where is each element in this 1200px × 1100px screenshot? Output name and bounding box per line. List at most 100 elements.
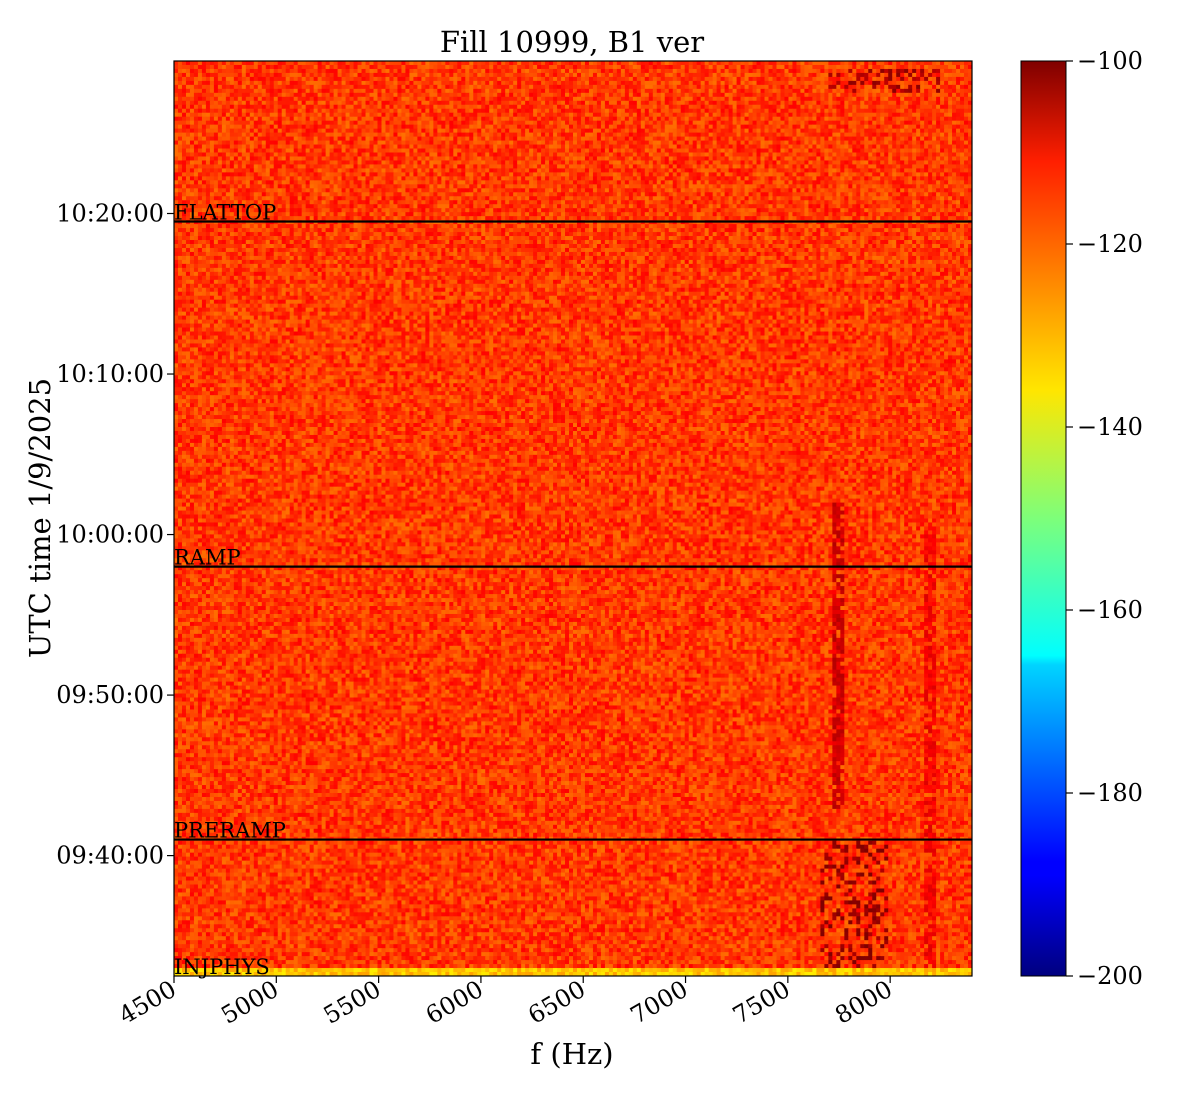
heatmap-cell — [904, 105, 908, 109]
heatmap-cell — [545, 65, 549, 69]
heatmap-cell — [218, 113, 222, 117]
heatmap-cell — [553, 89, 557, 93]
heatmap-cell — [625, 89, 629, 93]
heatmap-cell — [721, 97, 725, 101]
heatmap-cell — [725, 93, 729, 97]
heatmap-cell — [852, 105, 856, 109]
heatmap-cell — [669, 93, 673, 97]
heatmap-cell — [270, 77, 274, 81]
heatmap-cell — [178, 113, 182, 117]
heatmap-cell — [342, 73, 346, 77]
heatmap-cell — [621, 109, 625, 113]
heatmap-cell — [936, 61, 940, 65]
heatmap-cell — [437, 61, 441, 65]
heatmap-cell — [318, 109, 322, 113]
heatmap-cell — [397, 109, 401, 113]
heatmap-cell — [338, 105, 342, 109]
heatmap-cell — [892, 73, 896, 77]
heatmap-cell — [497, 121, 501, 125]
heatmap-cell — [413, 77, 417, 81]
heatmap-cell — [625, 65, 629, 69]
heatmap-cell — [573, 109, 577, 113]
heatmap-cell — [561, 61, 565, 65]
heatmap-cell — [401, 77, 405, 81]
heatmap-cell — [258, 61, 262, 65]
heatmap-cell — [693, 85, 697, 89]
heatmap-cell — [964, 77, 968, 81]
heatmap-cell — [250, 81, 254, 85]
heatmap-cell — [892, 117, 896, 121]
heatmap-cell — [613, 61, 617, 65]
heatmap-cell — [326, 85, 330, 89]
heatmap-cell — [665, 69, 669, 73]
heatmap-cell — [784, 97, 788, 101]
heatmap-cell — [493, 101, 497, 105]
heatmap-cell — [465, 77, 469, 81]
heatmap-cell — [286, 105, 290, 109]
heatmap-cell — [489, 121, 493, 125]
heatmap-cell — [258, 113, 262, 117]
heatmap-cell — [226, 69, 230, 73]
heatmap-cell — [844, 117, 848, 121]
heatmap-cell — [952, 97, 956, 101]
heatmap-cell — [366, 85, 370, 89]
heatmap-cell — [310, 61, 314, 65]
heatmap-cell — [210, 101, 214, 105]
heatmap-cell — [864, 117, 868, 121]
heatmap-cell — [649, 97, 653, 101]
heatmap-cell — [681, 93, 685, 97]
heatmap-cell — [290, 93, 294, 97]
heatmap-cell — [453, 61, 457, 65]
heatmap-cell — [453, 109, 457, 113]
heatmap-cell — [609, 105, 613, 109]
heatmap-cell — [776, 101, 780, 105]
heatmap-cell — [753, 113, 757, 117]
heatmap-cell — [370, 121, 374, 125]
heatmap-cell — [433, 81, 437, 85]
heatmap-cell — [330, 69, 334, 73]
heatmap-cell — [952, 113, 956, 117]
heatmap-cell — [757, 81, 761, 85]
heatmap-cell — [629, 89, 633, 93]
heatmap-cell — [346, 77, 350, 81]
heatmap-cell — [186, 117, 190, 121]
heatmap-cell — [864, 61, 868, 65]
heatmap-cell — [477, 117, 481, 121]
heatmap-cell — [804, 77, 808, 81]
heatmap-cell — [836, 89, 840, 93]
heatmap-cell — [441, 101, 445, 105]
heatmap-cell — [338, 117, 342, 121]
heatmap-cell — [709, 61, 713, 65]
heatmap-cell — [437, 77, 441, 81]
heatmap-cell — [413, 117, 417, 121]
heatmap-cell — [585, 61, 589, 65]
heatmap-cell — [521, 109, 525, 113]
heatmap-cell — [401, 85, 405, 89]
heatmap-cell — [222, 105, 226, 109]
heatmap-cell — [816, 117, 820, 121]
heatmap-cell — [381, 73, 385, 77]
heatmap-cell — [884, 109, 888, 113]
heatmap-cell — [960, 77, 964, 81]
heatmap-cell — [433, 93, 437, 97]
heatmap-cell — [286, 85, 290, 89]
heatmap-cell — [545, 97, 549, 101]
heatmap-cell — [601, 117, 605, 121]
heatmap-cell — [206, 117, 210, 121]
heatmap-cell — [733, 65, 737, 69]
heatmap-cell — [198, 81, 202, 85]
heatmap-cell — [222, 77, 226, 81]
heatmap-cell — [529, 85, 533, 89]
heatmap-cell — [210, 97, 214, 101]
heatmap-cell — [294, 93, 298, 97]
heatmap-cell — [753, 73, 757, 77]
heatmap-cell — [377, 105, 381, 109]
heatmap-cell — [310, 89, 314, 93]
heatmap-cell — [437, 85, 441, 89]
heatmap-cell — [234, 69, 238, 73]
heatmap-cell — [314, 65, 318, 69]
heatmap-cell — [948, 77, 952, 81]
heatmap-cell — [481, 69, 485, 73]
heatmap-cell — [593, 113, 597, 117]
heatmap-cell — [840, 89, 844, 93]
